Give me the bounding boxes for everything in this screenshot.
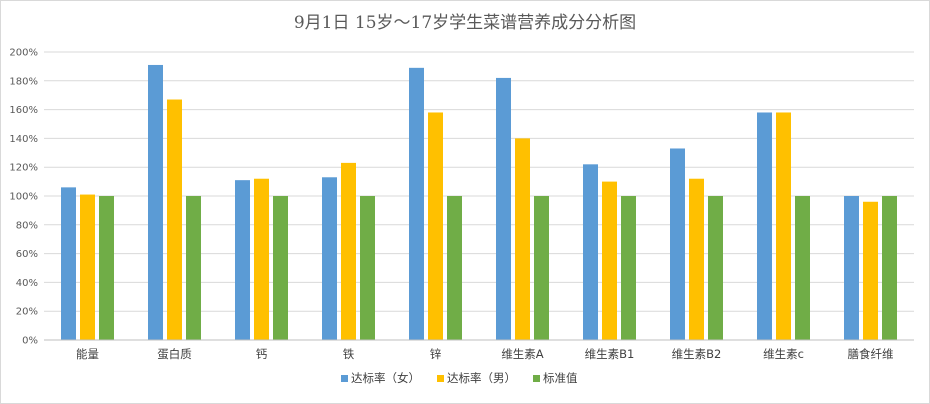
legend: 达标率（女） 达标率（男） 标准值	[341, 371, 578, 385]
x-category-label: 维生素B2	[672, 347, 722, 361]
y-tick-label: 40%	[16, 278, 38, 289]
y-tick-label: 120%	[9, 163, 38, 174]
bar	[776, 112, 791, 340]
y-tick-label: 180%	[9, 76, 38, 87]
bar	[80, 194, 95, 340]
bar	[322, 177, 337, 340]
bar	[670, 148, 685, 340]
bar	[757, 112, 772, 340]
y-tick-label: 0%	[22, 336, 38, 347]
x-category-label: 锌	[430, 347, 442, 361]
x-category-label: 维生素c	[763, 347, 804, 361]
y-tick-label: 20%	[16, 307, 38, 318]
bar	[621, 196, 636, 340]
y-tick-label: 160%	[9, 105, 38, 116]
y-tick-label: 60%	[16, 249, 38, 260]
bar	[496, 77, 511, 341]
bar	[844, 196, 859, 340]
y-tick-label: 140%	[9, 134, 38, 145]
x-category-label: 维生素B1	[585, 347, 635, 361]
x-category-label: 蛋白质	[157, 347, 192, 361]
bar	[186, 196, 201, 340]
x-category-label: 铁	[343, 347, 355, 361]
bar	[99, 196, 114, 340]
legend-swatch	[437, 375, 444, 382]
chart-title: 9月1日 15岁～17岁学生菜谱营养成分分析图	[294, 13, 636, 33]
bar	[863, 201, 878, 340]
legend-label: 达标率（女）	[351, 371, 420, 385]
bar	[341, 162, 356, 340]
bar	[273, 196, 288, 340]
bar	[61, 187, 76, 340]
legend-swatch	[341, 375, 348, 382]
y-tick-label: 200%	[9, 48, 38, 59]
bar	[882, 196, 897, 340]
bar	[689, 178, 704, 340]
x-category-label: 膳食纤维	[848, 347, 894, 361]
x-category-label: 钙	[256, 347, 268, 361]
legend-swatch	[533, 375, 540, 382]
bar	[602, 181, 617, 340]
bar	[167, 99, 182, 341]
bar	[235, 180, 250, 340]
legend-label: 达标率（男）	[447, 371, 516, 385]
y-tick-label: 100%	[9, 192, 38, 203]
bar	[428, 112, 443, 340]
bar	[583, 164, 598, 340]
bar	[409, 67, 424, 340]
bar	[534, 196, 549, 340]
x-axis-categories: 能量 蛋白质 钙 铁 锌 维生素A 维生素B1 维生素B2 维生素c 膳食纤维	[76, 347, 894, 361]
bar	[708, 196, 723, 340]
bar	[447, 196, 462, 340]
y-tick-label: 80%	[16, 220, 38, 231]
bar	[360, 196, 375, 340]
bar	[254, 178, 269, 340]
bar	[795, 196, 810, 340]
bars	[61, 64, 897, 341]
bar	[148, 64, 163, 341]
x-category-label: 能量	[76, 347, 99, 361]
bar	[515, 138, 530, 340]
y-axis-ticks: 0% 20% 40% 60% 80% 100% 120% 140% 160% 180% 200%	[9, 48, 38, 347]
x-category-label: 维生素A	[501, 347, 543, 361]
legend-label: 标准值	[543, 371, 578, 385]
